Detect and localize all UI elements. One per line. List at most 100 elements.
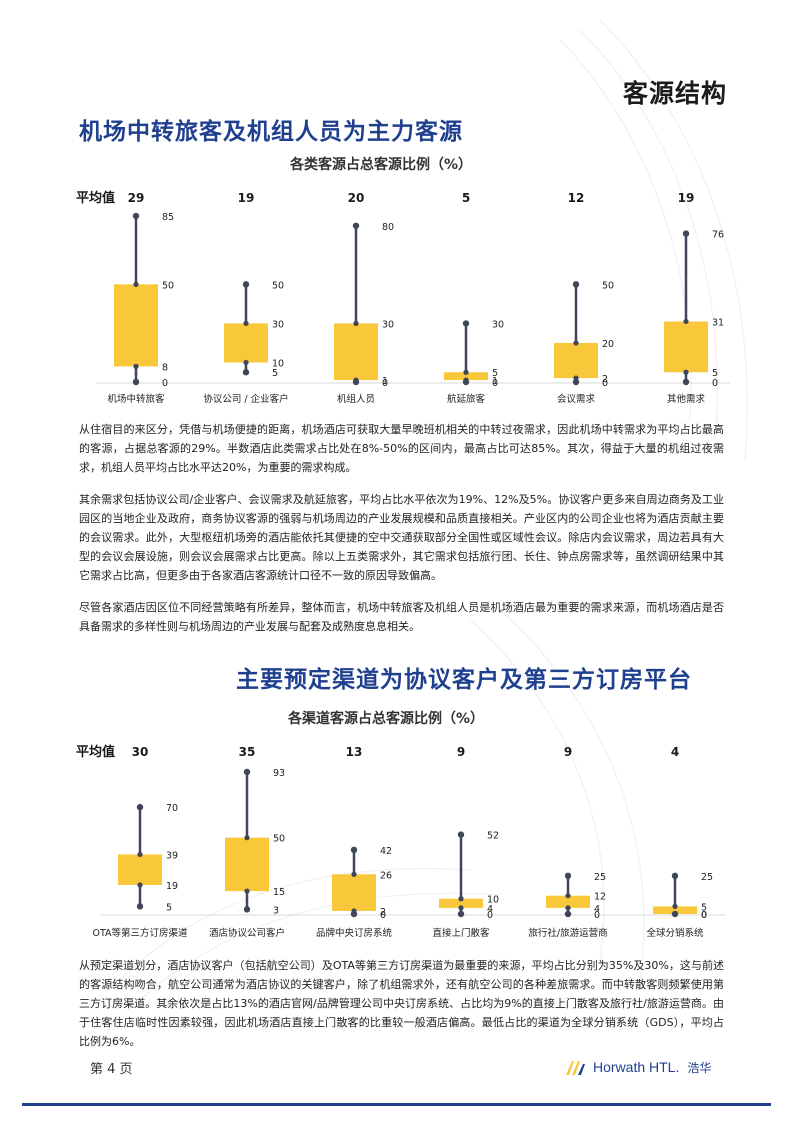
min-label: 0 bbox=[380, 910, 386, 921]
avg-value: 20 bbox=[348, 191, 365, 205]
max-point bbox=[350, 846, 358, 854]
min-label: 0 bbox=[492, 378, 498, 389]
q-low-point bbox=[353, 377, 359, 383]
category-label: 其他需求 bbox=[667, 393, 706, 405]
max-label: 70 bbox=[166, 803, 178, 814]
q-low-label: 8 bbox=[162, 362, 168, 373]
q-high-label: 20 bbox=[602, 339, 614, 350]
q-high-point bbox=[683, 318, 689, 325]
max-point bbox=[243, 768, 251, 776]
quartile-bar bbox=[225, 837, 269, 892]
quartile-bar bbox=[224, 323, 268, 363]
max-label: 76 bbox=[712, 230, 724, 241]
avg-value: 5 bbox=[462, 191, 470, 205]
max-point bbox=[132, 212, 140, 220]
q-high-point bbox=[672, 903, 678, 909]
max-label: 93 bbox=[273, 768, 285, 779]
paragraph: 其余需求包括协议公司/企业客户、会议需求及航延旅客，平均占比水平依次为19%、1… bbox=[79, 493, 724, 582]
avg-value: 12 bbox=[568, 191, 585, 205]
q-high-point bbox=[353, 320, 359, 327]
quartile-bar bbox=[554, 342, 598, 379]
min-label: 0 bbox=[162, 378, 168, 389]
max-point bbox=[462, 320, 470, 327]
quartile-bar bbox=[653, 906, 697, 914]
quartile-bar bbox=[439, 898, 483, 908]
q-low-point bbox=[351, 908, 357, 914]
category-label: 会议需求 bbox=[557, 393, 596, 405]
max-label: 52 bbox=[487, 831, 499, 842]
q-high-label: 12 bbox=[594, 892, 606, 903]
q-low-label: 10 bbox=[272, 358, 284, 369]
page-margin-right bbox=[771, 0, 793, 1122]
max-point bbox=[682, 230, 690, 237]
min-point bbox=[243, 906, 251, 913]
min-point bbox=[242, 369, 250, 376]
q-low-label: 5 bbox=[712, 368, 718, 379]
q-low-point bbox=[573, 375, 579, 381]
q-low-point bbox=[243, 359, 249, 366]
q-low-point bbox=[458, 905, 464, 911]
horwath-logo-icon bbox=[566, 1061, 585, 1075]
q-high-label: 39 bbox=[166, 850, 178, 861]
category-label: 酒店协议公司客户 bbox=[209, 927, 285, 939]
max-label: 30 bbox=[492, 319, 504, 330]
avg-label: 平均值 bbox=[76, 190, 115, 206]
max-label: 25 bbox=[701, 872, 713, 883]
category-label: 机场中转旅客 bbox=[107, 393, 165, 405]
min-label: 0 bbox=[701, 910, 707, 921]
max-point bbox=[352, 222, 360, 229]
min-label: 0 bbox=[487, 910, 493, 921]
q-high-point bbox=[137, 851, 143, 858]
q-high-point bbox=[573, 340, 579, 346]
q-high-point bbox=[133, 281, 139, 287]
avg-value: 19 bbox=[678, 191, 695, 205]
q-high-label: 5 bbox=[492, 368, 498, 379]
q-low-label: 0 bbox=[701, 910, 707, 921]
q-high-point bbox=[351, 871, 357, 877]
q-low-label: 1 bbox=[492, 376, 498, 387]
max-point bbox=[457, 831, 465, 838]
avg-value: 19 bbox=[238, 191, 255, 205]
category-label: OTA等第三方订房渠道 bbox=[92, 927, 188, 939]
page-margin-left bbox=[0, 0, 22, 1122]
category-label: 机组人员 bbox=[337, 393, 375, 405]
category-label: 协议公司 / 企业客户 bbox=[203, 393, 288, 405]
min-point bbox=[682, 378, 690, 386]
min-point bbox=[564, 910, 572, 918]
q-low-label: 1 bbox=[382, 376, 388, 387]
q-high-point bbox=[458, 896, 464, 902]
q-high-point bbox=[243, 320, 249, 327]
avg-value: 4 bbox=[671, 745, 679, 759]
chart2-title: 各渠道客源占总客源比例（%） bbox=[288, 711, 485, 727]
min-point bbox=[457, 910, 465, 918]
q-low-point bbox=[565, 905, 571, 911]
max-label: 85 bbox=[162, 212, 174, 223]
min-label: 0 bbox=[382, 378, 388, 389]
q-low-point bbox=[244, 888, 250, 894]
q-high-label: 31 bbox=[712, 317, 724, 328]
q-low-label: 4 bbox=[487, 904, 493, 915]
min-point bbox=[132, 378, 140, 386]
category-label: 直接上门散客 bbox=[432, 927, 490, 939]
q-low-label: 2 bbox=[380, 907, 386, 918]
max-label: 25 bbox=[594, 872, 606, 883]
q-low-point bbox=[463, 377, 469, 383]
min-point bbox=[572, 378, 580, 386]
category-label: 品牌中央订房系统 bbox=[316, 927, 393, 939]
quartile-bar bbox=[114, 284, 158, 367]
max-point bbox=[572, 281, 580, 288]
avg-value: 29 bbox=[128, 191, 145, 205]
q-low-point bbox=[672, 911, 678, 917]
min-label: 0 bbox=[602, 378, 608, 389]
bottom-rule bbox=[22, 1103, 771, 1106]
q-high-label: 26 bbox=[380, 870, 392, 881]
quartile-bar bbox=[546, 895, 590, 908]
min-label: 5 bbox=[272, 368, 278, 379]
heading-booking-channel: 主要预定渠道为协议客户及第三方订房平台 bbox=[236, 667, 692, 693]
brand-cn: 浩华 bbox=[687, 1060, 712, 1075]
max-point bbox=[136, 803, 144, 811]
chart-channel-ratio: 平均值 307039195OTA等第三方订房渠道359350153酒店协议公司客户… bbox=[76, 744, 725, 939]
category-label: 旅行社/旅游运营商 bbox=[528, 927, 607, 939]
paragraph: 尽管各家酒店因区位不同经营策略有所差异，整体而言，机场中转旅客及机组人员是机场酒… bbox=[79, 601, 724, 633]
